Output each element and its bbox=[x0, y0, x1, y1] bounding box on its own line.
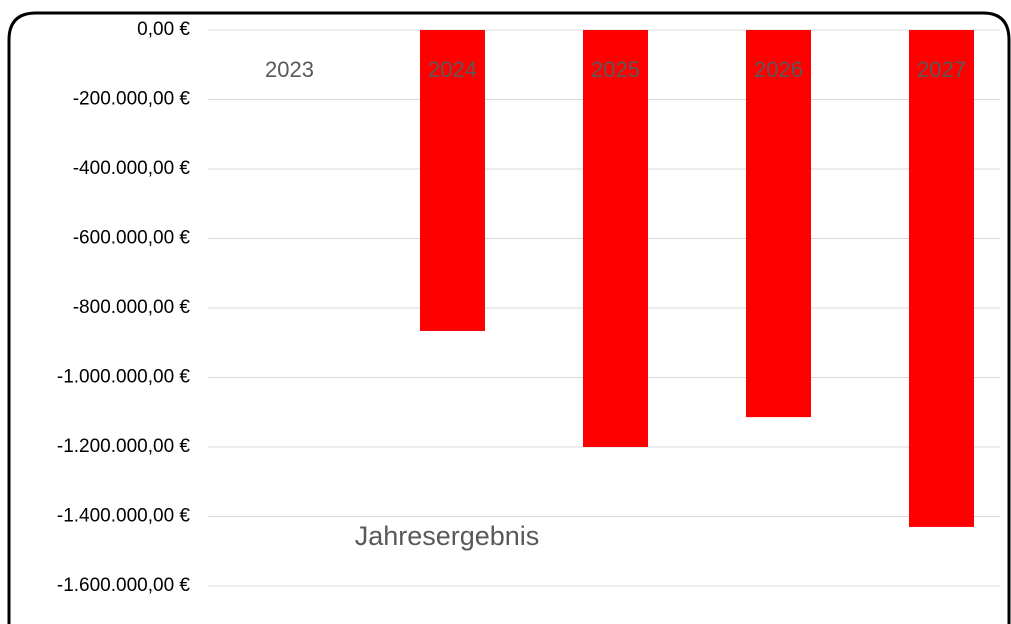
bar bbox=[583, 30, 648, 447]
y-tick-label: -800.000,00 € bbox=[73, 297, 191, 318]
y-tick-label: -1.400.000,00 € bbox=[57, 506, 191, 527]
y-tick-label: 0,00 € bbox=[137, 19, 190, 40]
y-tick-label: -1.000.000,00 € bbox=[57, 367, 191, 388]
bar bbox=[909, 30, 974, 527]
x-tick-label: 2027 bbox=[917, 57, 966, 82]
series-label: Jahresergebnis bbox=[355, 521, 540, 551]
x-tick-label: 2023 bbox=[265, 57, 314, 82]
y-tick-label: -200.000,00 € bbox=[73, 89, 191, 110]
bar bbox=[420, 30, 485, 331]
y-tick-label: -600.000,00 € bbox=[73, 228, 191, 249]
bar bbox=[746, 30, 811, 418]
chart-frame bbox=[7, 11, 1011, 624]
y-tick-label: -400.000,00 € bbox=[73, 158, 191, 179]
y-tick-label: -1.200.000,00 € bbox=[57, 436, 191, 457]
x-tick-label: 2024 bbox=[428, 57, 477, 82]
y-tick-label: -1.600.000,00 € bbox=[57, 575, 191, 596]
x-tick-label: 2026 bbox=[754, 57, 803, 82]
x-tick-label: 2025 bbox=[591, 57, 640, 82]
